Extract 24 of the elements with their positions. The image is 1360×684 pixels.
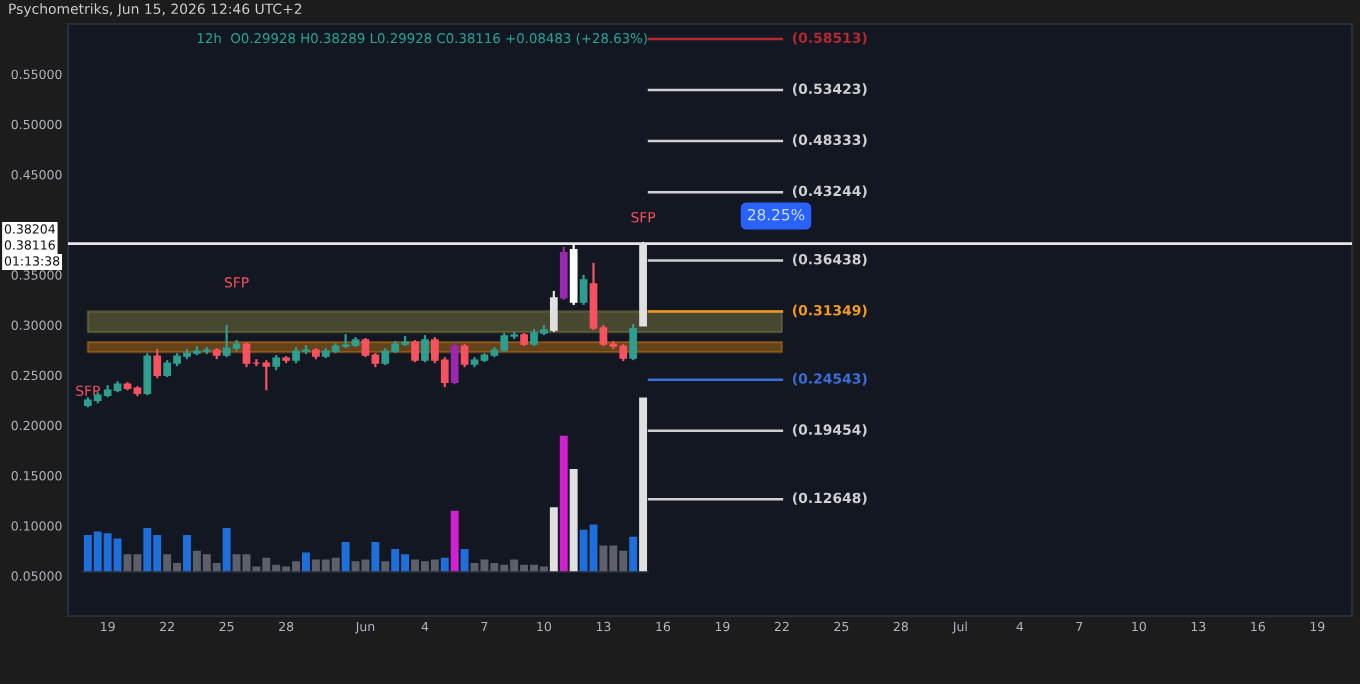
bar bbox=[302, 552, 310, 572]
candlestick bbox=[153, 347, 162, 380]
bar bbox=[381, 561, 390, 572]
bar bbox=[549, 507, 558, 572]
candlestick bbox=[549, 289, 558, 334]
candlestick bbox=[450, 341, 459, 386]
candlestick bbox=[579, 273, 588, 307]
bar bbox=[440, 557, 449, 572]
bar bbox=[183, 535, 191, 572]
bar bbox=[629, 536, 638, 572]
candlestick bbox=[143, 352, 152, 397]
bar bbox=[559, 435, 568, 572]
candlestick bbox=[559, 245, 568, 302]
candlestick bbox=[629, 322, 638, 362]
bar bbox=[569, 468, 578, 572]
bar bbox=[341, 542, 350, 572]
bar bbox=[222, 528, 231, 572]
candlestick bbox=[421, 333, 429, 364]
bar bbox=[639, 397, 648, 572]
candlestick bbox=[411, 338, 419, 364]
candlestick bbox=[460, 342, 469, 369]
bar bbox=[450, 510, 459, 572]
bar bbox=[371, 542, 380, 572]
bar bbox=[460, 548, 469, 572]
